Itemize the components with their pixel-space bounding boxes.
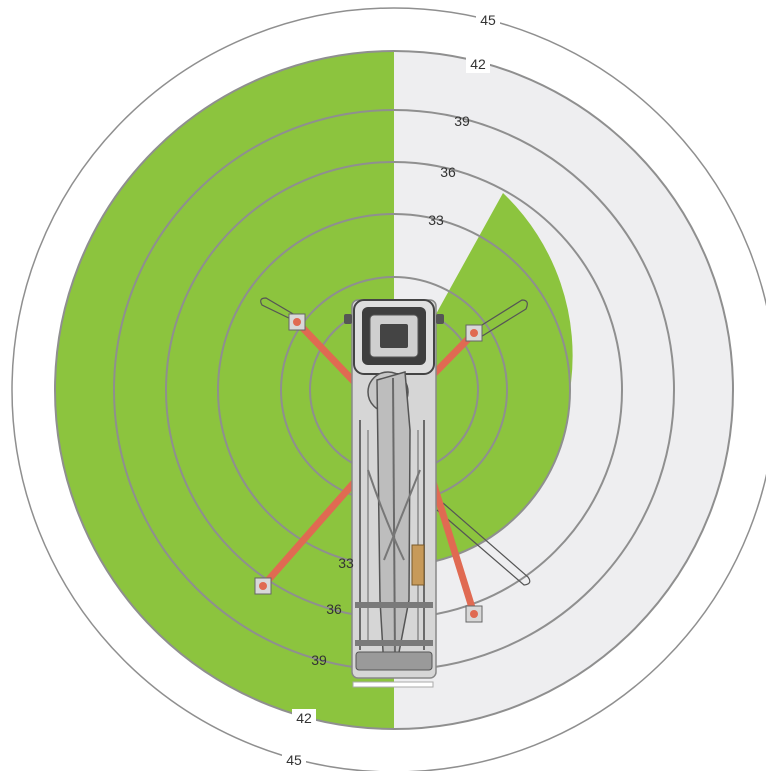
ring-labels: 45 42 39 36 33 33 36 39 42 45 [282,11,500,769]
outrigger-swing-guides [260,297,531,586]
ring-label-33-top: 33 [428,212,444,228]
ring-label-36-bottom: 36 [326,601,342,617]
ring-label-45-top: 45 [480,12,496,28]
coverage-zone-max [55,51,394,729]
coverage-zone-reduced [394,193,573,566]
ring-45 [11,7,766,771]
outrigger-pad-icon [465,324,483,342]
outrigger-pad-icon [288,313,306,331]
outrigger-rear-left [259,474,362,590]
outrigger-pad-icon [465,605,483,623]
truck-top-view-icon [344,299,444,688]
outrigger-pad-icon [254,577,272,595]
ring-label-36-top: 36 [440,164,456,180]
ring-label-42-top: 42 [470,56,486,72]
ring-label-42-bottom: 42 [296,710,312,726]
outrigger-rear-right [429,478,478,618]
ring-label-39-bottom: 39 [311,652,327,668]
ring-label-33-bottom: 33 [338,555,354,571]
outrigger-pads [254,313,483,623]
outrigger-front-left [293,318,366,394]
ring-label-39-top: 39 [454,113,470,129]
ring-label-45-bottom: 45 [286,752,302,768]
ring-42 [54,50,734,730]
